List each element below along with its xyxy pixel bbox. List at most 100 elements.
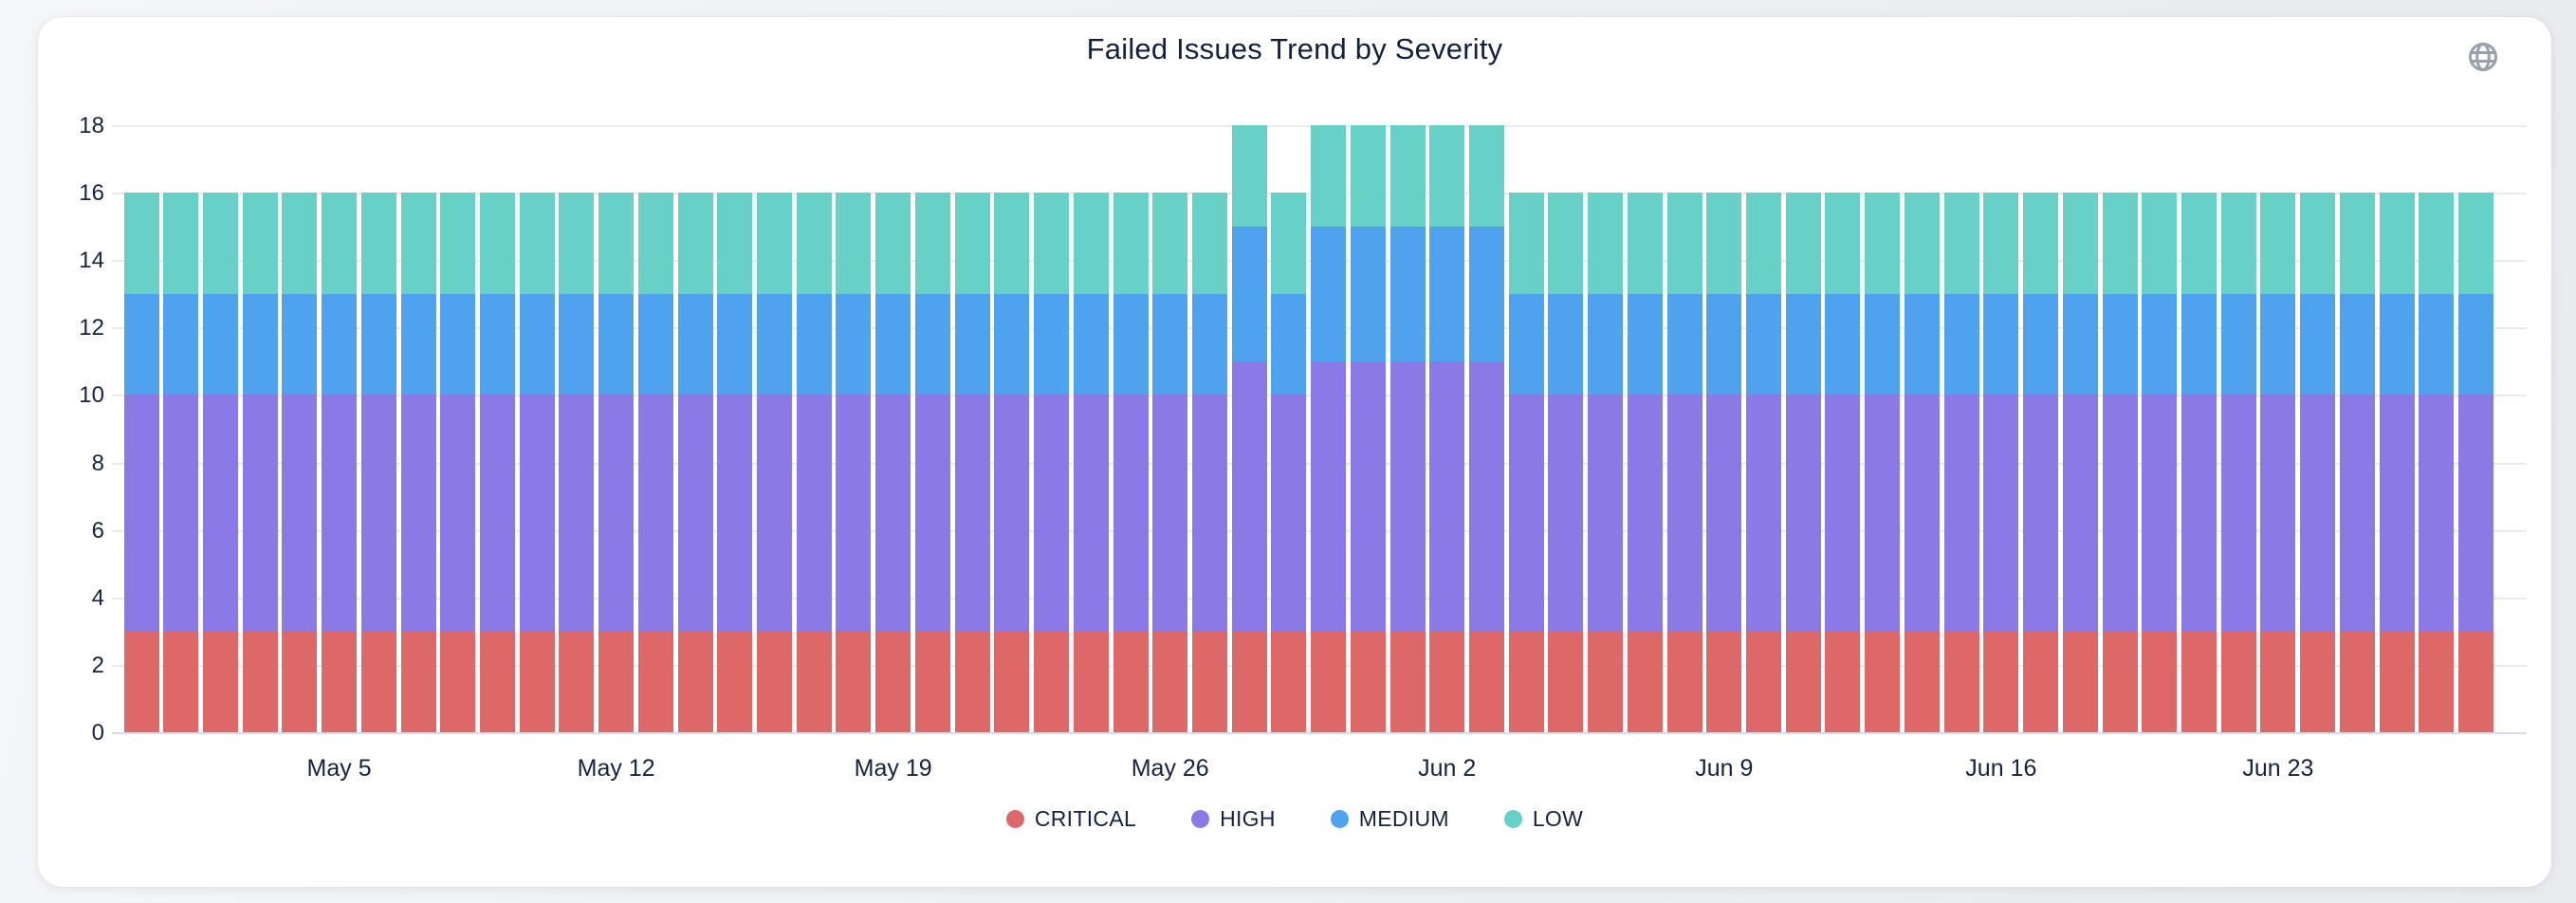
bar-segment-critical[interactable]: [1508, 631, 1544, 732]
bar-segment-critical[interactable]: [1271, 631, 1307, 732]
bar-segment-low[interactable]: [322, 193, 358, 294]
bar-segment-high[interactable]: [1389, 360, 1426, 632]
bar-segment-medium[interactable]: [2339, 293, 2375, 396]
bar-segment-low[interactable]: [1034, 193, 1070, 294]
bar-segment-high[interactable]: [796, 395, 832, 632]
bar-segment-high[interactable]: [994, 395, 1030, 632]
bar-segment-medium[interactable]: [1113, 293, 1149, 396]
bar-jun-20[interactable]: [2142, 17, 2178, 732]
bar-jun-25[interactable]: [2339, 17, 2375, 732]
bar-segment-critical[interactable]: [1231, 631, 1267, 732]
legend-item-low[interactable]: LOW: [1503, 806, 1583, 832]
legend-item-medium[interactable]: MEDIUM: [1330, 806, 1449, 832]
bar-segment-low[interactable]: [2180, 193, 2217, 294]
bar-segment-high[interactable]: [1311, 360, 1347, 632]
bar-segment-high[interactable]: [163, 395, 199, 632]
bar-segment-high[interactable]: [1231, 360, 1267, 632]
bar-segment-medium[interactable]: [1429, 226, 1465, 361]
bar-segment-medium[interactable]: [519, 293, 555, 396]
bar-segment-medium[interactable]: [2023, 293, 2059, 396]
bar-segment-low[interactable]: [1073, 193, 1109, 294]
bar-may-20[interactable]: [914, 17, 950, 732]
bar-jun-14[interactable]: [1904, 17, 1940, 732]
bar-may-2[interactable]: [202, 17, 238, 732]
bar-segment-critical[interactable]: [836, 631, 872, 732]
bar-segment-medium[interactable]: [1034, 293, 1070, 396]
bar-segment-high[interactable]: [1468, 360, 1504, 632]
bar-may-6[interactable]: [360, 17, 396, 732]
bar-segment-medium[interactable]: [914, 293, 950, 396]
bar-segment-medium[interactable]: [1468, 226, 1504, 361]
bar-segment-low[interactable]: [282, 193, 318, 294]
bar-segment-medium[interactable]: [717, 293, 753, 396]
bar-segment-low[interactable]: [914, 193, 950, 294]
bar-segment-medium[interactable]: [2260, 293, 2296, 396]
bar-segment-low[interactable]: [2300, 193, 2336, 294]
bar-segment-low[interactable]: [1588, 193, 1624, 294]
bar-may-12[interactable]: [598, 17, 635, 732]
bar-segment-high[interactable]: [1943, 395, 1979, 632]
bar-may-22[interactable]: [994, 17, 1030, 732]
bar-segment-medium[interactable]: [2457, 293, 2493, 396]
bar-jun-5[interactable]: [1548, 17, 1584, 732]
bar-segment-high[interactable]: [717, 395, 753, 632]
bar-segment-medium[interactable]: [559, 293, 595, 396]
bar-segment-medium[interactable]: [954, 293, 990, 396]
bar-segment-low[interactable]: [1865, 193, 1901, 294]
bar-segment-critical[interactable]: [954, 631, 990, 732]
bar-jun-1[interactable]: [1389, 17, 1426, 732]
bar-segment-high[interactable]: [637, 395, 673, 632]
bar-segment-medium[interactable]: [1548, 293, 1584, 396]
bar-segment-critical[interactable]: [322, 631, 358, 732]
bar-segment-high[interactable]: [2023, 395, 2059, 632]
bar-jun-9[interactable]: [1706, 17, 1742, 732]
bar-segment-medium[interactable]: [598, 293, 635, 396]
bar-segment-medium[interactable]: [400, 293, 436, 396]
bar-segment-low[interactable]: [757, 193, 793, 294]
bar-segment-high[interactable]: [1113, 395, 1149, 632]
bar-jun-19[interactable]: [2102, 17, 2138, 732]
bar-segment-low[interactable]: [1627, 193, 1663, 294]
bar-jun-21[interactable]: [2180, 17, 2217, 732]
bar-segment-high[interactable]: [360, 395, 396, 632]
bar-may-17[interactable]: [796, 17, 832, 732]
bar-may-28[interactable]: [1231, 17, 1267, 732]
bar-segment-critical[interactable]: [282, 631, 318, 732]
bar-may-14[interactable]: [677, 17, 713, 732]
bar-segment-medium[interactable]: [1588, 293, 1624, 396]
bar-jun-13[interactable]: [1865, 17, 1901, 732]
bar-segment-medium[interactable]: [440, 293, 476, 396]
bar-may-21[interactable]: [954, 17, 990, 732]
bar-segment-medium[interactable]: [1865, 293, 1901, 396]
bar-segment-critical[interactable]: [360, 631, 396, 732]
bar-segment-medium[interactable]: [2142, 293, 2178, 396]
bar-segment-low[interactable]: [994, 193, 1030, 294]
bar-segment-medium[interactable]: [994, 293, 1030, 396]
bar-segment-critical[interactable]: [1825, 631, 1861, 732]
bar-segment-medium[interactable]: [1943, 293, 1979, 396]
bar-segment-medium[interactable]: [202, 293, 238, 396]
bar-segment-low[interactable]: [202, 193, 238, 294]
bar-may-26[interactable]: [1152, 17, 1188, 732]
bar-segment-high[interactable]: [2180, 395, 2217, 632]
bar-segment-low[interactable]: [1904, 193, 1940, 294]
bar-segment-critical[interactable]: [202, 631, 238, 732]
bar-segment-critical[interactable]: [123, 631, 159, 732]
bar-segment-medium[interactable]: [322, 293, 358, 396]
bar-segment-high[interactable]: [1073, 395, 1109, 632]
bar-segment-critical[interactable]: [796, 631, 832, 732]
bar-may-1[interactable]: [163, 17, 199, 732]
bar-segment-critical[interactable]: [1706, 631, 1742, 732]
bar-segment-low[interactable]: [637, 193, 673, 294]
legend-item-high[interactable]: HIGH: [1191, 806, 1276, 832]
bar-may-24[interactable]: [1073, 17, 1109, 732]
bar-segment-medium[interactable]: [1152, 293, 1188, 396]
bar-segment-low[interactable]: [2339, 193, 2375, 294]
bar-segment-medium[interactable]: [1350, 226, 1386, 361]
bar-segment-high[interactable]: [1588, 395, 1624, 632]
bar-segment-critical[interactable]: [2419, 631, 2455, 732]
bar-segment-medium[interactable]: [875, 293, 911, 396]
bar-segment-critical[interactable]: [1311, 631, 1347, 732]
bar-may-5[interactable]: [322, 17, 358, 732]
bar-segment-low[interactable]: [717, 193, 753, 294]
